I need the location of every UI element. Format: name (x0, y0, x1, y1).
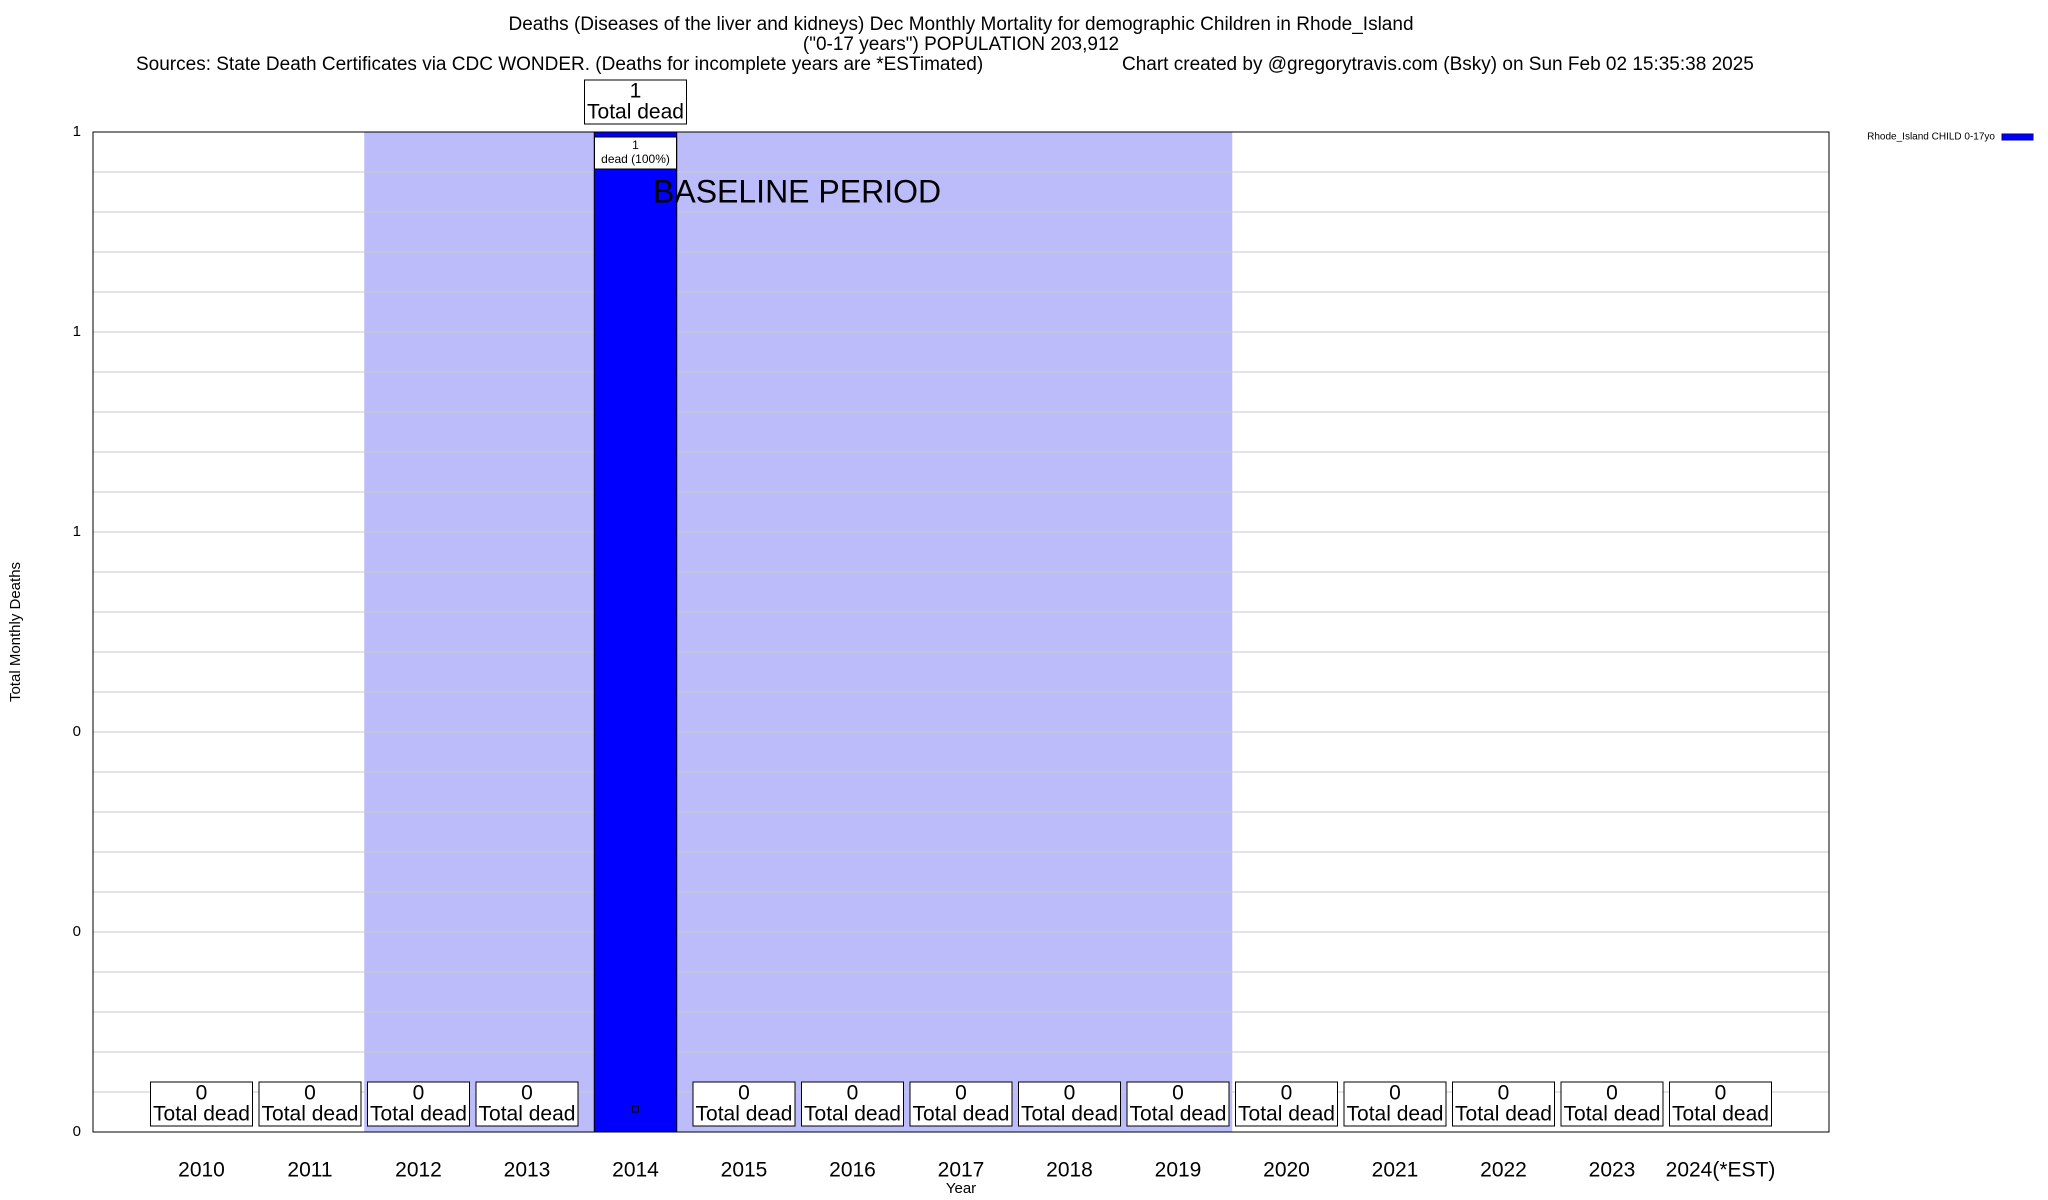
x-tick-label: 2019 (1155, 1159, 1202, 1182)
credit: Chart created by @gregorytravis.com (Bsk… (1122, 54, 1754, 75)
sources: Sources: State Death Certificates via CD… (136, 54, 983, 75)
value-label: 0 (955, 1082, 967, 1105)
x-tick-label: 2018 (1046, 1159, 1093, 1182)
value-label-caption: Total dead (1455, 1103, 1552, 1126)
y-tick-label: 0 (73, 723, 81, 740)
x-tick-label: 2020 (1263, 1159, 1310, 1182)
bar-label-box (594, 136, 677, 170)
legend-label: Rhode_Island CHILD 0-17yo (1867, 132, 1995, 143)
y-tick-label: 0 (73, 923, 81, 940)
value-label-box (150, 1081, 253, 1127)
x-axis-label: Year (946, 1180, 976, 1197)
x-tick-label: 2014 (612, 1159, 659, 1182)
value-label-box (1235, 1081, 1338, 1127)
x-tick-label: 2023 (1589, 1159, 1636, 1182)
value-label-caption: Total dead (587, 101, 684, 124)
value-label-box (692, 1081, 796, 1127)
value-label: 0 (738, 1082, 750, 1105)
value-label: 0 (1172, 1082, 1184, 1105)
x-tick-label: 2013 (504, 1159, 551, 1182)
legend-swatch (2001, 133, 2034, 141)
value-label-caption: Total dead (1238, 1103, 1335, 1126)
value-label: 0 (196, 1082, 208, 1105)
value-label-caption: Total dead (804, 1103, 901, 1126)
baseline-label: BASELINE PERIOD (653, 173, 941, 209)
y-tick-label: 1 (73, 523, 81, 540)
y-tick-label: 1 (73, 123, 81, 140)
bar-label-value: 1 (632, 138, 639, 152)
baseline-region (364, 132, 1233, 1132)
value-label-box (1018, 1081, 1121, 1127)
bar (593, 131, 678, 1133)
value-label-caption: Total dead (370, 1103, 467, 1126)
value-label-caption: Total dead (1130, 1103, 1227, 1126)
value-label: 0 (304, 1082, 316, 1105)
value-label-caption: Total dead (1021, 1103, 1118, 1126)
value-label: 0 (1606, 1082, 1618, 1105)
value-label: 1 (630, 80, 642, 103)
y-tick-label: 1 (73, 323, 81, 340)
value-label: 0 (1715, 1082, 1727, 1105)
value-label-box (1343, 1081, 1447, 1127)
value-label-caption: Total dead (1347, 1103, 1444, 1126)
value-label-box (584, 79, 687, 125)
x-tick-label: 2017 (938, 1159, 985, 1182)
y-tick-label: 0 (73, 1123, 81, 1140)
value-label-caption: Total dead (1672, 1103, 1769, 1126)
value-label-box (1669, 1081, 1772, 1127)
value-label-caption: Total dead (262, 1103, 359, 1126)
x-tick-label: 2012 (395, 1159, 442, 1182)
value-label-box (367, 1081, 470, 1127)
value-label: 0 (413, 1082, 425, 1105)
value-label: 0 (1498, 1082, 1510, 1105)
chart-title: Deaths (Diseases of the liver and kidney… (508, 14, 1413, 35)
x-tick-label: 2010 (178, 1159, 225, 1182)
value-label: 0 (847, 1082, 859, 1105)
x-tick-label: 2016 (829, 1159, 876, 1182)
x-tick-label: 2011 (287, 1159, 332, 1182)
value-label-box (475, 1081, 579, 1127)
value-label-caption: Total dead (153, 1103, 250, 1126)
x-tick-label: 2021 (1372, 1159, 1419, 1182)
bar-label: dead (100%) (601, 152, 670, 166)
value-label-caption: Total dead (913, 1103, 1010, 1126)
value-label-box (258, 1081, 362, 1127)
value-label-box (1452, 1081, 1555, 1127)
x-tick-label: 2015 (721, 1159, 768, 1182)
value-label-caption: Total dead (1564, 1103, 1661, 1126)
value-label-box (1126, 1081, 1230, 1127)
plot-frame (92, 131, 1830, 1133)
y-axis-label: Total Monthly Deaths (7, 562, 24, 702)
x-marker (632, 1105, 639, 1113)
value-label: 0 (1064, 1082, 1076, 1105)
value-label: 0 (1389, 1082, 1401, 1105)
value-label-box (1560, 1081, 1664, 1127)
value-label: 0 (521, 1082, 533, 1105)
value-label-caption: Total dead (479, 1103, 576, 1126)
chart-subtitle: ("0-17 years") POPULATION 203,912 (803, 34, 1119, 55)
value-label-caption: Total dead (696, 1103, 793, 1126)
value-label-box (801, 1081, 904, 1127)
value-label-box (909, 1081, 1013, 1127)
value-label: 0 (1281, 1082, 1293, 1105)
x-tick-label: 2024(*EST) (1666, 1159, 1776, 1182)
x-tick-label: 2022 (1480, 1159, 1527, 1182)
